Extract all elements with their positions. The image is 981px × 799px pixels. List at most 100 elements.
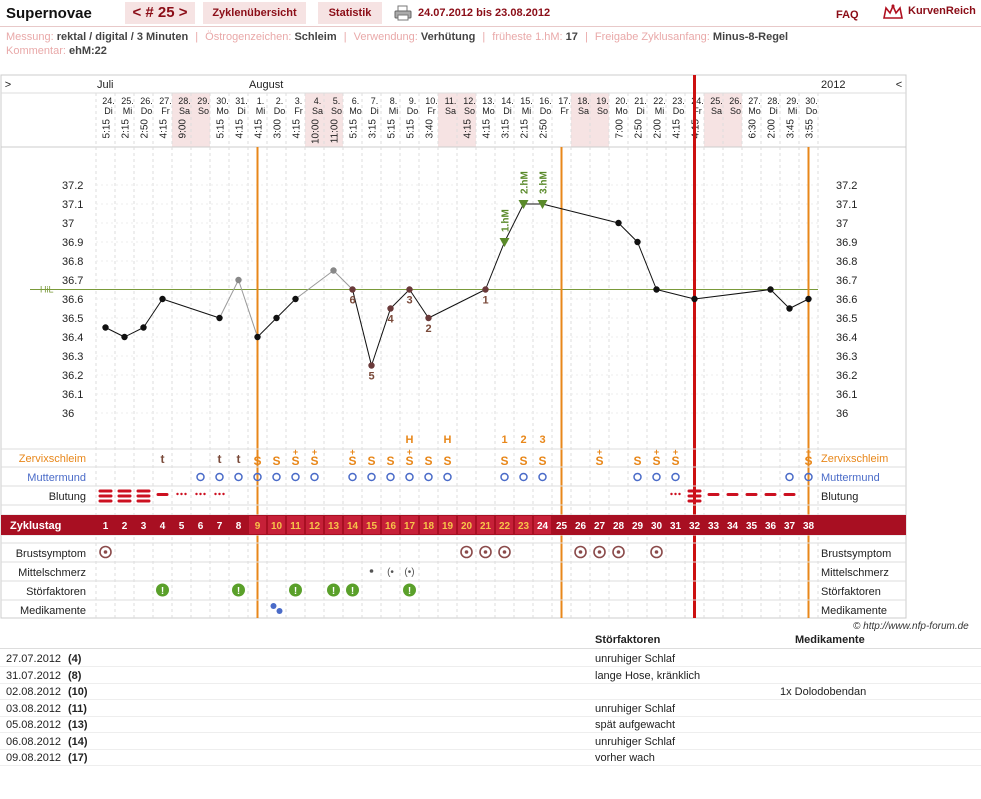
temp-point bbox=[615, 219, 622, 227]
cervix-icon bbox=[196, 472, 205, 482]
row-label-zervix: Zervixschleim bbox=[19, 453, 86, 465]
cycle-day-number: 22 bbox=[499, 521, 511, 532]
cycle-day-number: 15 bbox=[366, 521, 378, 532]
cycle-nav-button[interactable]: < # 25 > bbox=[125, 2, 195, 24]
mucus-symbol: S bbox=[804, 454, 812, 468]
low-count-label: 1 bbox=[482, 295, 488, 307]
note-cycle-day: (10) bbox=[68, 686, 88, 698]
mucus-symbol: S bbox=[595, 454, 603, 468]
day-date: 5. bbox=[333, 96, 341, 106]
day-weekday: Fr bbox=[693, 106, 702, 116]
nav-right-arrow[interactable]: < bbox=[896, 79, 902, 91]
day-measure-time: 4:15 bbox=[463, 119, 474, 139]
day-measure-time: 11:00 bbox=[330, 119, 341, 144]
day-weekday: Fr bbox=[560, 106, 569, 116]
cycle-overview-tab[interactable]: Zyklenübersicht bbox=[203, 2, 306, 24]
temp-point bbox=[330, 267, 337, 274]
mucus-plus: + bbox=[312, 447, 317, 457]
mucus-dry: t bbox=[218, 452, 222, 466]
cycle-day-highlight bbox=[287, 516, 304, 534]
day-measure-time: 3:00 bbox=[273, 119, 284, 139]
disturbance-icon bbox=[327, 583, 340, 597]
bleeding-medium bbox=[156, 493, 169, 496]
day-date: 31. bbox=[235, 96, 248, 106]
day-weekday: Sa bbox=[179, 106, 190, 116]
cycle-day-number: 34 bbox=[727, 521, 739, 532]
weekend-shade bbox=[571, 93, 590, 147]
temp-point bbox=[235, 276, 242, 284]
row-label-right-stoer: Störfaktoren bbox=[821, 586, 881, 598]
day-measure-time: 4:15 bbox=[159, 119, 170, 139]
cycle-day-highlight bbox=[458, 516, 475, 534]
release-label: Freigabe Zyklusanfang: bbox=[594, 31, 710, 43]
peak-marker: 1 bbox=[501, 434, 507, 446]
weekend-shade bbox=[324, 93, 343, 147]
day-date: 25. bbox=[121, 96, 134, 106]
bleeding-heavy bbox=[117, 489, 132, 493]
cervix-icon bbox=[310, 472, 319, 482]
mucus-plus: + bbox=[654, 447, 659, 457]
row-label-right-zervix: Zervixschleim bbox=[821, 453, 888, 465]
cycle-day-number: 10 bbox=[271, 521, 283, 532]
weekend-shade bbox=[438, 93, 457, 147]
row-label-right-blut: Blutung bbox=[821, 491, 858, 503]
breast-symptom-icon bbox=[460, 545, 473, 559]
temp-point bbox=[406, 286, 413, 293]
temp-curve-segment bbox=[694, 289, 771, 300]
temp-curve-segment bbox=[162, 298, 220, 319]
bleeding-medium bbox=[726, 493, 739, 496]
y-tick-label: 36.7 bbox=[62, 275, 83, 287]
temp-curve-segment bbox=[295, 270, 334, 300]
breast-symptom-dot bbox=[483, 550, 488, 554]
mucus-symbol: S bbox=[367, 454, 375, 468]
breast-symptom-icon bbox=[650, 545, 663, 559]
day-measure-time: 6:30 bbox=[748, 119, 759, 139]
faq-link[interactable]: FAQ bbox=[836, 9, 859, 21]
temp-point bbox=[425, 314, 432, 322]
day-weekday: Fr bbox=[161, 106, 170, 116]
note-cycle-day: (4) bbox=[68, 653, 82, 665]
low-count-label: 5 bbox=[368, 371, 374, 383]
app-title: Supernovae bbox=[6, 5, 92, 22]
brand-logo[interactable]: KurvenReich bbox=[908, 5, 976, 17]
day-weekday: Mo bbox=[748, 106, 761, 116]
comment-label: Kommentar: bbox=[6, 45, 66, 57]
temp-point bbox=[159, 295, 166, 303]
temp-point bbox=[805, 295, 812, 303]
note-cycle-day: (17) bbox=[68, 752, 88, 764]
cycle-day-highlight bbox=[420, 516, 437, 534]
cycle-day-number: 26 bbox=[575, 521, 587, 532]
cycle-day-number: 19 bbox=[442, 521, 454, 532]
temp-curve-segment bbox=[257, 317, 277, 338]
day-measure-time: 9:00 bbox=[178, 119, 189, 139]
note-cycle-day: (13) bbox=[68, 719, 88, 731]
row-label-right-brust: Brustsymptom bbox=[821, 548, 891, 560]
cervix-icon bbox=[652, 472, 661, 482]
day-weekday: Mi bbox=[256, 106, 266, 116]
day-measure-time: 2:00 bbox=[767, 119, 778, 139]
cycle-day-highlight bbox=[249, 516, 266, 534]
temp-point bbox=[368, 362, 375, 369]
y-tick-label-right: 37.2 bbox=[836, 180, 857, 192]
printer-icon[interactable] bbox=[394, 4, 412, 22]
earliest-label: früheste 1.hM: bbox=[492, 31, 563, 43]
bleeding-spotting bbox=[180, 492, 183, 496]
day-weekday: So bbox=[198, 106, 209, 116]
month-label: Juli bbox=[97, 79, 114, 91]
mucus-symbol: S bbox=[671, 454, 679, 468]
day-weekday: Sa bbox=[711, 106, 722, 116]
bleeding-spotting bbox=[678, 492, 681, 496]
mittelschmerz-icon: (•) bbox=[404, 567, 414, 578]
day-measure-time: 7:00 bbox=[615, 119, 626, 139]
cycle-day-highlight bbox=[496, 516, 513, 534]
day-measure-time: 3:45 bbox=[786, 119, 797, 139]
statistics-tab[interactable]: Statistik bbox=[318, 2, 382, 24]
day-date: 29. bbox=[786, 96, 799, 106]
disturbance-icon-mark: ! bbox=[237, 586, 240, 597]
cycle-day-number: 29 bbox=[632, 521, 644, 532]
y-tick-label-right: 36.6 bbox=[836, 294, 857, 306]
cycle-settings-line: Messung: rektal / digital / 3 Minuten | … bbox=[6, 31, 789, 43]
nav-left-arrow[interactable]: > bbox=[5, 79, 11, 91]
day-date: 27. bbox=[159, 96, 172, 106]
day-weekday: Do bbox=[407, 106, 419, 116]
